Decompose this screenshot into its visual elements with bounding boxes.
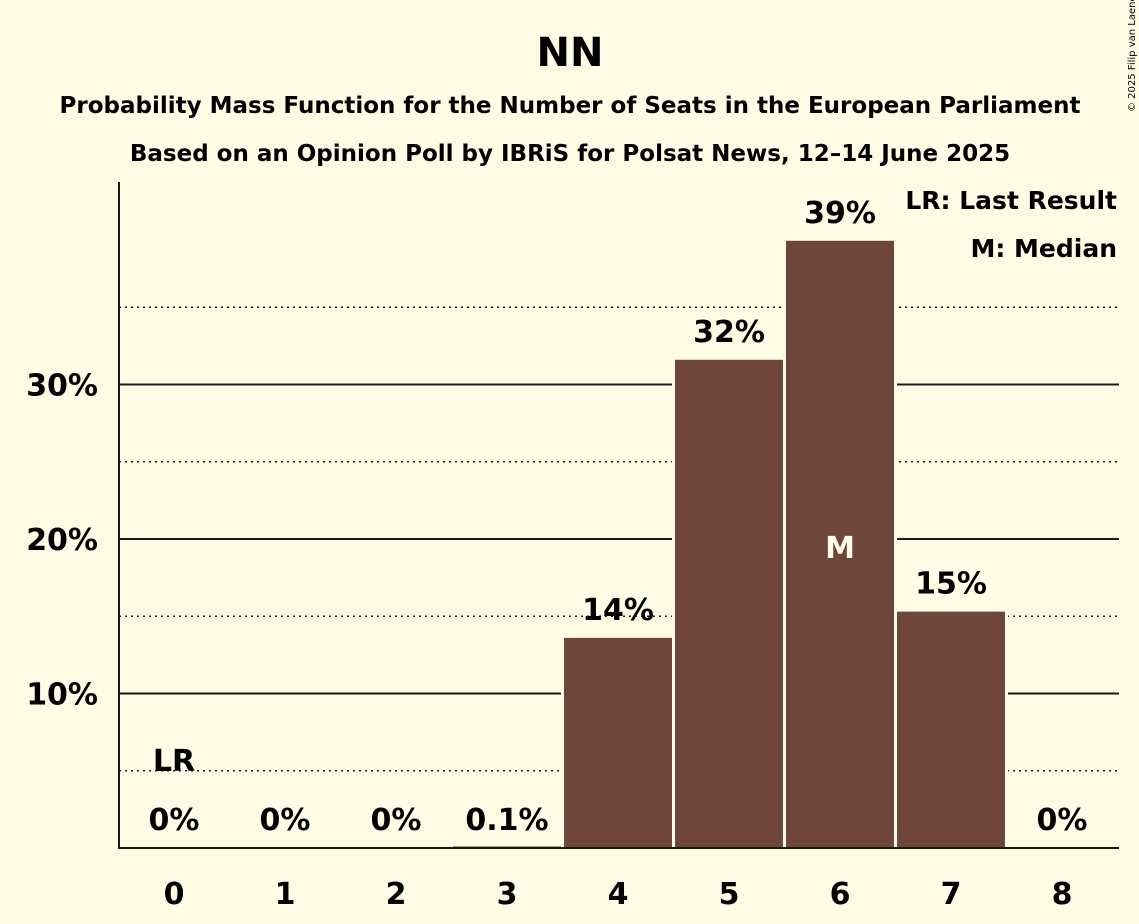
bar (897, 611, 1005, 848)
labels: 10%20%30%0%00%10%20.1%314%432%539%615%70… (26, 196, 1087, 912)
data-label: 0% (149, 803, 200, 838)
data-label: 14% (582, 593, 654, 628)
legend-last-result: LR: Last Result (905, 186, 1117, 215)
data-label: 32% (693, 315, 765, 350)
data-label: 0% (1037, 803, 1088, 838)
legend-median: M: Median (970, 234, 1117, 263)
x-tick-label: 2 (386, 877, 407, 912)
data-label: 0.1% (465, 803, 548, 838)
data-label: 15% (915, 567, 987, 602)
x-tick-label: 8 (1052, 877, 1073, 912)
x-tick-label: 3 (497, 877, 518, 912)
copyright: © 2025 Filip van Laenen (1127, 0, 1138, 112)
x-tick-label: 1 (275, 877, 296, 912)
last-result-marker: LR (153, 744, 195, 779)
data-label: 0% (260, 803, 311, 838)
bar (564, 637, 672, 848)
y-tick-label: 30% (26, 369, 98, 404)
chart-subtitle-1: Probability Mass Function for the Number… (60, 93, 1081, 119)
x-tick-label: 0 (164, 877, 185, 912)
median-marker: M (825, 531, 855, 566)
bar (675, 359, 783, 848)
y-tick-label: 10% (26, 678, 98, 713)
x-tick-label: 7 (941, 877, 962, 912)
x-tick-label: 5 (719, 877, 740, 912)
chart-title: NN (537, 30, 604, 76)
chart-subtitle-2: Based on an Opinion Poll by IBRiS for Po… (130, 141, 1010, 167)
y-tick-label: 20% (26, 523, 98, 558)
data-label: 0% (371, 803, 422, 838)
bars (450, 240, 1008, 848)
data-label: 39% (804, 196, 876, 231)
x-tick-label: 4 (608, 877, 629, 912)
x-tick-label: 6 (830, 877, 851, 912)
bar (786, 240, 894, 848)
